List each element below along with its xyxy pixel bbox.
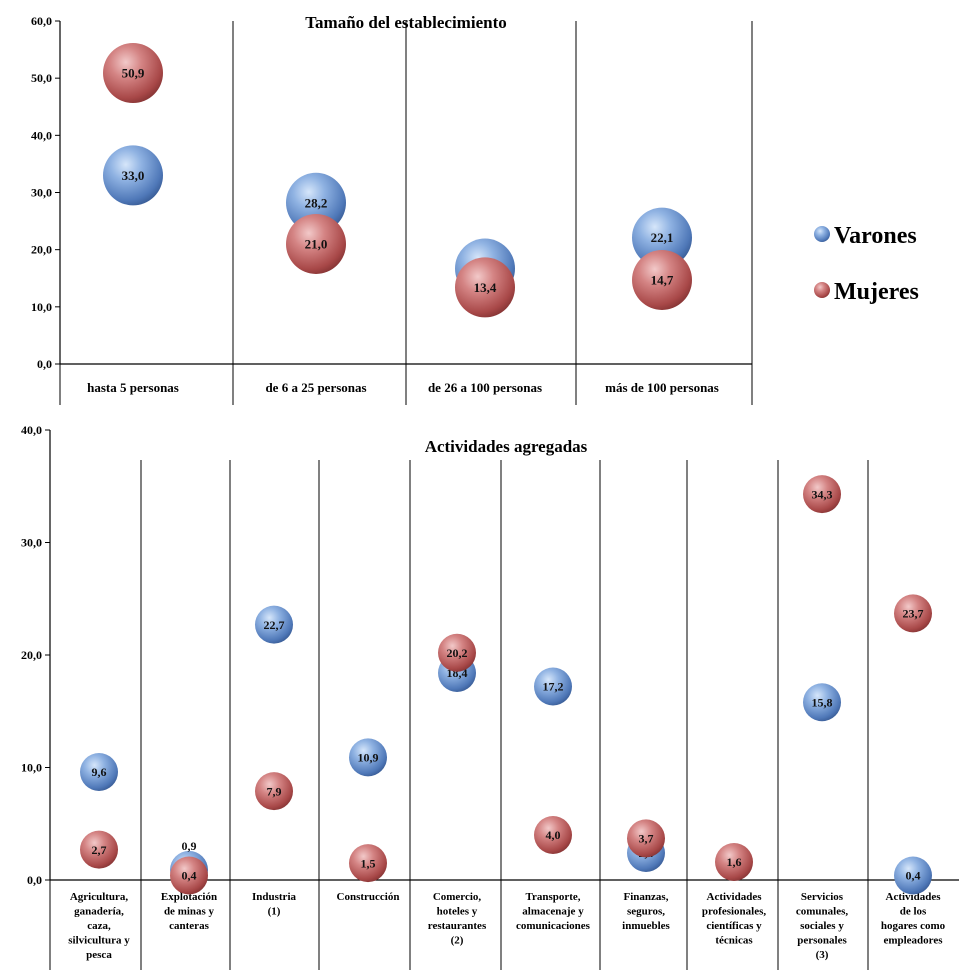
bottom-bubble-mujeres <box>349 844 387 883</box>
top-bubble-mujeres <box>632 249 692 310</box>
bottom-bubble-mujeres <box>534 816 572 854</box>
bottom-chart-marks: 9,60,922,710,918,417,22,415,80,42,70,47,… <box>80 475 932 895</box>
bottom-data-label-mujeres: 0,4 <box>182 869 197 883</box>
top-y-tick-label: 0,0 <box>37 357 52 371</box>
bottom-y-tick-label: 20,0 <box>21 648 42 662</box>
top-bubble-varones <box>632 207 692 268</box>
bottom-data-label-mujeres: 7,9 <box>267 784 282 798</box>
bottom-data-label-varones: 17,2 <box>543 680 564 694</box>
legend-varones-label: Varones <box>834 223 917 249</box>
bottom-bubble-mujeres <box>894 594 932 633</box>
top-category-label: más de 100 personas <box>605 380 719 395</box>
bottom-category-label: Finanzas, seguros, inmuebles <box>622 891 670 932</box>
bottom-category-label: Construcción <box>337 891 400 903</box>
bottom-chart-axes: 0,0 10,0 20,0 30,0 40,0 Agricultura, ganadería… <box>21 423 959 970</box>
bottom-data-label-varones: 0,4 <box>906 869 921 883</box>
top-y-tick-label: 40,0 <box>31 128 52 142</box>
top-data-label-mujeres: 50,9 <box>122 66 145 81</box>
bottom-y-tick-label: 10,0 <box>21 761 42 775</box>
bottom-bubble-varones <box>349 738 387 777</box>
top-bubble-mujeres <box>103 43 163 104</box>
bottom-data-label-mujeres: 3,7 <box>639 832 654 846</box>
bottom-data-label-mujeres: 1,6 <box>727 855 742 869</box>
bottom-category-label: Actividades profesionales, científicas y té… <box>702 891 767 947</box>
bottom-category-label: Servicios comunales, sociales y personales(… <box>796 891 849 961</box>
legend-mujeres-marker <box>814 282 830 298</box>
bottom-category-label: Transporte, almacenaje y comunicaciones <box>516 891 591 932</box>
top-chart-axes: 0,0 10,0 20,0 30,0 40,0 50,0 60,0 hasta 5 perso… <box>31 14 753 405</box>
bottom-data-label-mujeres: 34,3 <box>812 487 833 501</box>
top-category-label: de 6 a 25 personas <box>265 380 366 395</box>
top-data-label-varones: 22,1 <box>651 230 674 245</box>
bottom-bubble-varones <box>894 856 932 895</box>
establishment-size-chart: Tamaño del establecimiento 0,010,020,030… <box>31 13 753 405</box>
bottom-y-tick-label: 30,0 <box>21 536 42 550</box>
top-data-label-mujeres: 21,0 <box>305 237 328 252</box>
bottom-data-label-mujeres: 23,7 <box>903 607 924 621</box>
top-chart-marks: 33,028,216,722,150,921,013,414,7 <box>103 43 692 318</box>
top-category-label: de 26 a 100 personas <box>428 380 542 395</box>
bottom-data-label-mujeres: 20,2 <box>447 646 468 660</box>
top-bubble-mujeres <box>286 213 346 274</box>
bottom-bubble-mujeres <box>255 772 293 811</box>
top-bubble-varones <box>103 145 163 206</box>
bottom-data-label-varones: 0,9 <box>182 839 197 853</box>
bottom-bubble-varones <box>80 753 118 791</box>
bottom-data-label-mujeres: 2,7 <box>92 843 107 857</box>
top-bubble-varones <box>286 172 346 233</box>
top-category-label: hasta 5 personas <box>87 380 179 395</box>
bottom-bubble-varones <box>803 683 841 722</box>
bottom-bubble-varones <box>255 605 293 644</box>
bottom-chart-title: Actividades agregadas <box>425 437 588 456</box>
bottom-bubble-mujeres <box>80 830 118 869</box>
top-data-label-varones: 33,0 <box>122 168 145 183</box>
legend-varones-marker <box>814 226 830 242</box>
top-y-tick-label: 60,0 <box>31 14 52 28</box>
bottom-bubble-mujeres <box>715 843 753 881</box>
bottom-data-label-varones: 15,8 <box>812 695 833 709</box>
bottom-bubble-mujeres <box>438 633 476 672</box>
bottom-bubble-mujeres <box>627 819 665 858</box>
top-y-tick-label: 10,0 <box>31 300 52 314</box>
legend-mujeres-label: Mujeres <box>834 279 919 305</box>
bottom-category-label: Agricultura, ganadería, caza, silvicultura … <box>68 891 130 961</box>
bottom-y-tick-label: 0,0 <box>27 873 42 887</box>
bottom-data-label-mujeres: 1,5 <box>361 856 376 870</box>
top-y-tick-label: 20,0 <box>31 243 52 257</box>
top-y-tick-label: 50,0 <box>31 71 52 85</box>
bottom-y-tick-label: 40,0 <box>21 423 42 437</box>
aggregated-activities-chart: Actividades agregadas 0,0 10,0 20,0 30,0 40,… <box>21 423 959 970</box>
bottom-bubble-mujeres <box>170 856 208 895</box>
bottom-category-label: Industria (1) <box>252 891 297 918</box>
bottom-data-label-mujeres: 4,0 <box>546 828 561 842</box>
bottom-data-label-varones: 10,9 <box>358 751 379 765</box>
bottom-data-label-varones: 9,6 <box>92 765 107 779</box>
bottom-bubble-varones <box>534 667 572 706</box>
bottom-bubble-mujeres <box>803 475 841 514</box>
top-data-label-varones: 28,2 <box>305 195 328 210</box>
top-data-label-mujeres: 13,4 <box>474 280 497 295</box>
top-bubble-mujeres <box>455 257 515 318</box>
bottom-category-label: Comercio, hoteles y restaurantes (2) <box>428 891 487 947</box>
bottom-category-label: Actividades de los hogares como empleadores <box>881 891 946 947</box>
legend: Varones Mujeres <box>814 223 919 305</box>
bottom-data-label-varones: 22,7 <box>264 618 285 632</box>
top-y-tick-label: 30,0 <box>31 186 52 200</box>
bottom-category-label: Explotación de minas y canteras <box>161 891 217 932</box>
top-data-label-mujeres: 14,7 <box>651 273 674 288</box>
